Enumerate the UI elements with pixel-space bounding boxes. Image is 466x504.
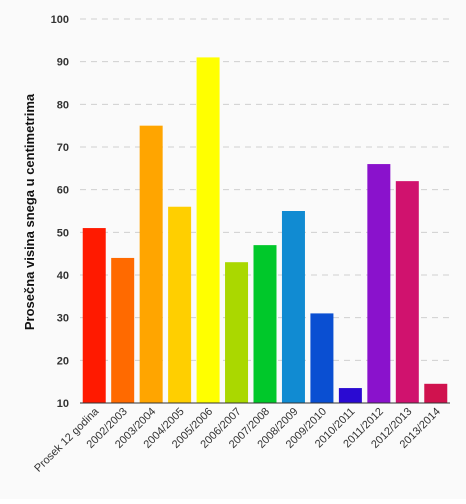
y-tick-label: 50 (57, 227, 69, 239)
y-tick-label: 100 (51, 14, 69, 26)
y-axis-label: Prosečna visina snega u centimetrima (22, 93, 37, 330)
y-tick-label: 30 (57, 313, 69, 325)
bar (253, 245, 277, 403)
x-tick-labels: Prosek 12 godina2002/20032003/20042004/2… (32, 405, 443, 475)
bar (225, 262, 249, 403)
bar (395, 181, 419, 403)
y-tick-label: 70 (57, 142, 69, 154)
bar (111, 257, 135, 403)
y-tick-label: 60 (57, 185, 69, 197)
y-tick-label: 10 (57, 398, 69, 410)
bar (82, 228, 106, 403)
bar (139, 125, 163, 404)
bar (168, 206, 192, 403)
bars (82, 57, 448, 404)
bar (424, 383, 448, 403)
bar (338, 388, 362, 403)
bar (367, 164, 391, 403)
bar (310, 313, 334, 403)
y-tick-label: 80 (57, 99, 69, 111)
y-tick-labels: 10 20 30 40 50 60 70 80 90 100 (51, 14, 69, 410)
y-tick-label: 40 (57, 270, 69, 282)
y-tick-label: 90 (57, 57, 69, 69)
bar (281, 211, 305, 403)
bar (196, 57, 220, 404)
y-tick-label: 20 (57, 355, 69, 367)
